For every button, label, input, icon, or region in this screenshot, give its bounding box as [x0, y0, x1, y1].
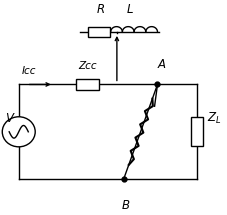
Text: Zcc: Zcc: [78, 61, 97, 71]
Text: Icc: Icc: [22, 66, 37, 76]
Text: R: R: [97, 3, 105, 15]
Bar: [88, 27, 110, 37]
Bar: [191, 117, 203, 146]
Text: V: V: [5, 112, 13, 125]
Text: $Z_L$: $Z_L$: [207, 111, 222, 126]
Text: B: B: [122, 199, 130, 212]
Circle shape: [2, 117, 35, 147]
Text: A: A: [158, 58, 166, 71]
Bar: [76, 79, 99, 90]
Text: L: L: [127, 3, 134, 15]
